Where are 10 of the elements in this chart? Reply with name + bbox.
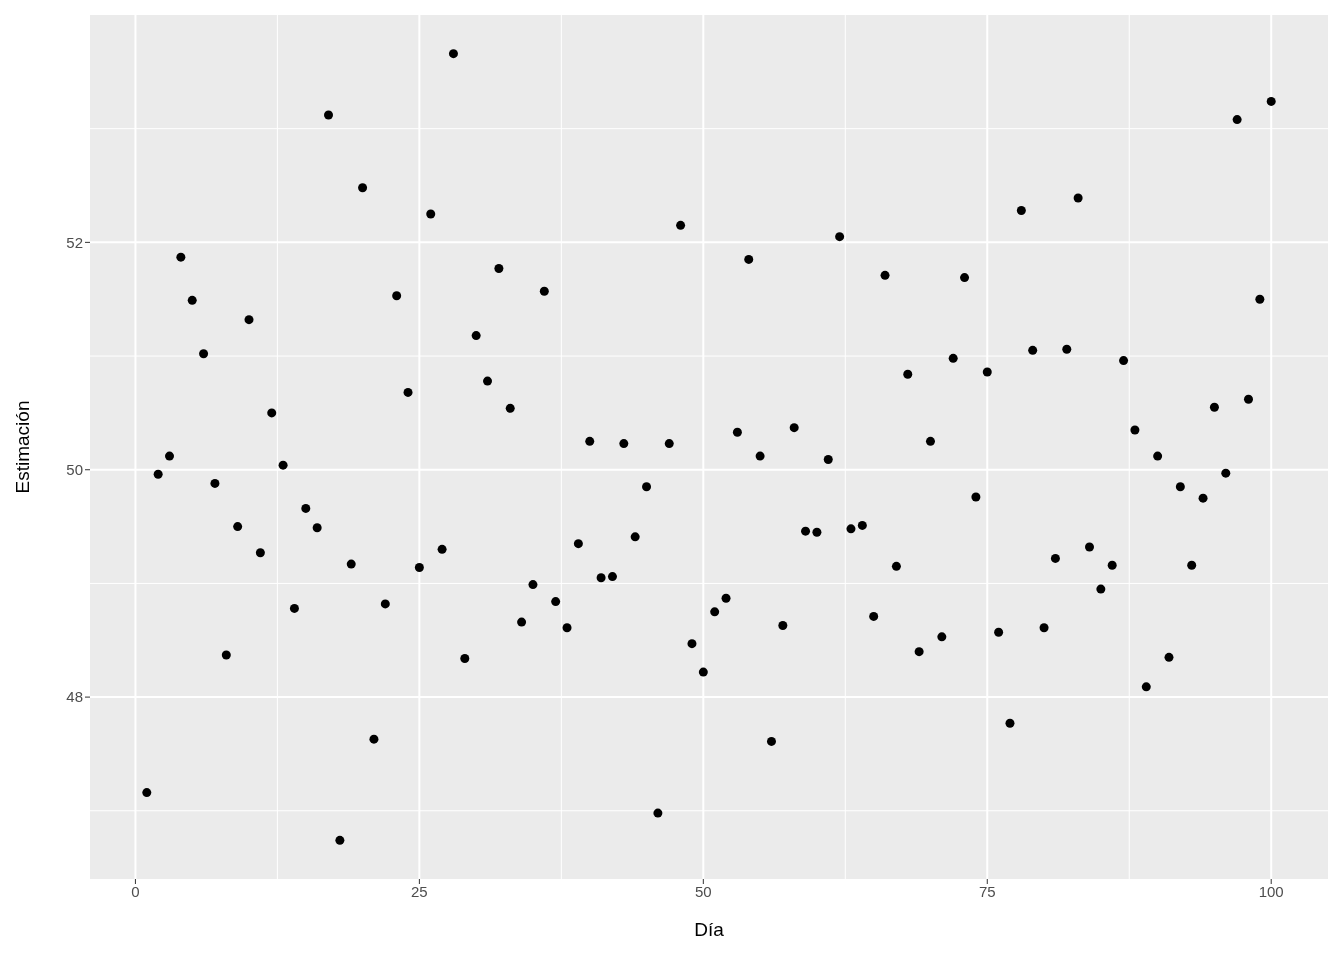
y-tick-label: 48 <box>66 688 83 706</box>
y-axis-title: Estimación <box>11 400 33 494</box>
x-tick-label: 0 <box>131 882 140 900</box>
y-tick-label: 52 <box>66 233 83 251</box>
x-axis-title: Día <box>694 919 725 940</box>
x-tick-label: 25 <box>411 882 428 900</box>
x-tick-label: 50 <box>694 882 712 900</box>
x-tick-label: 75 <box>978 882 996 900</box>
y-tick-label: 50 <box>66 461 83 479</box>
x-tick-label: 100 <box>1258 882 1284 900</box>
